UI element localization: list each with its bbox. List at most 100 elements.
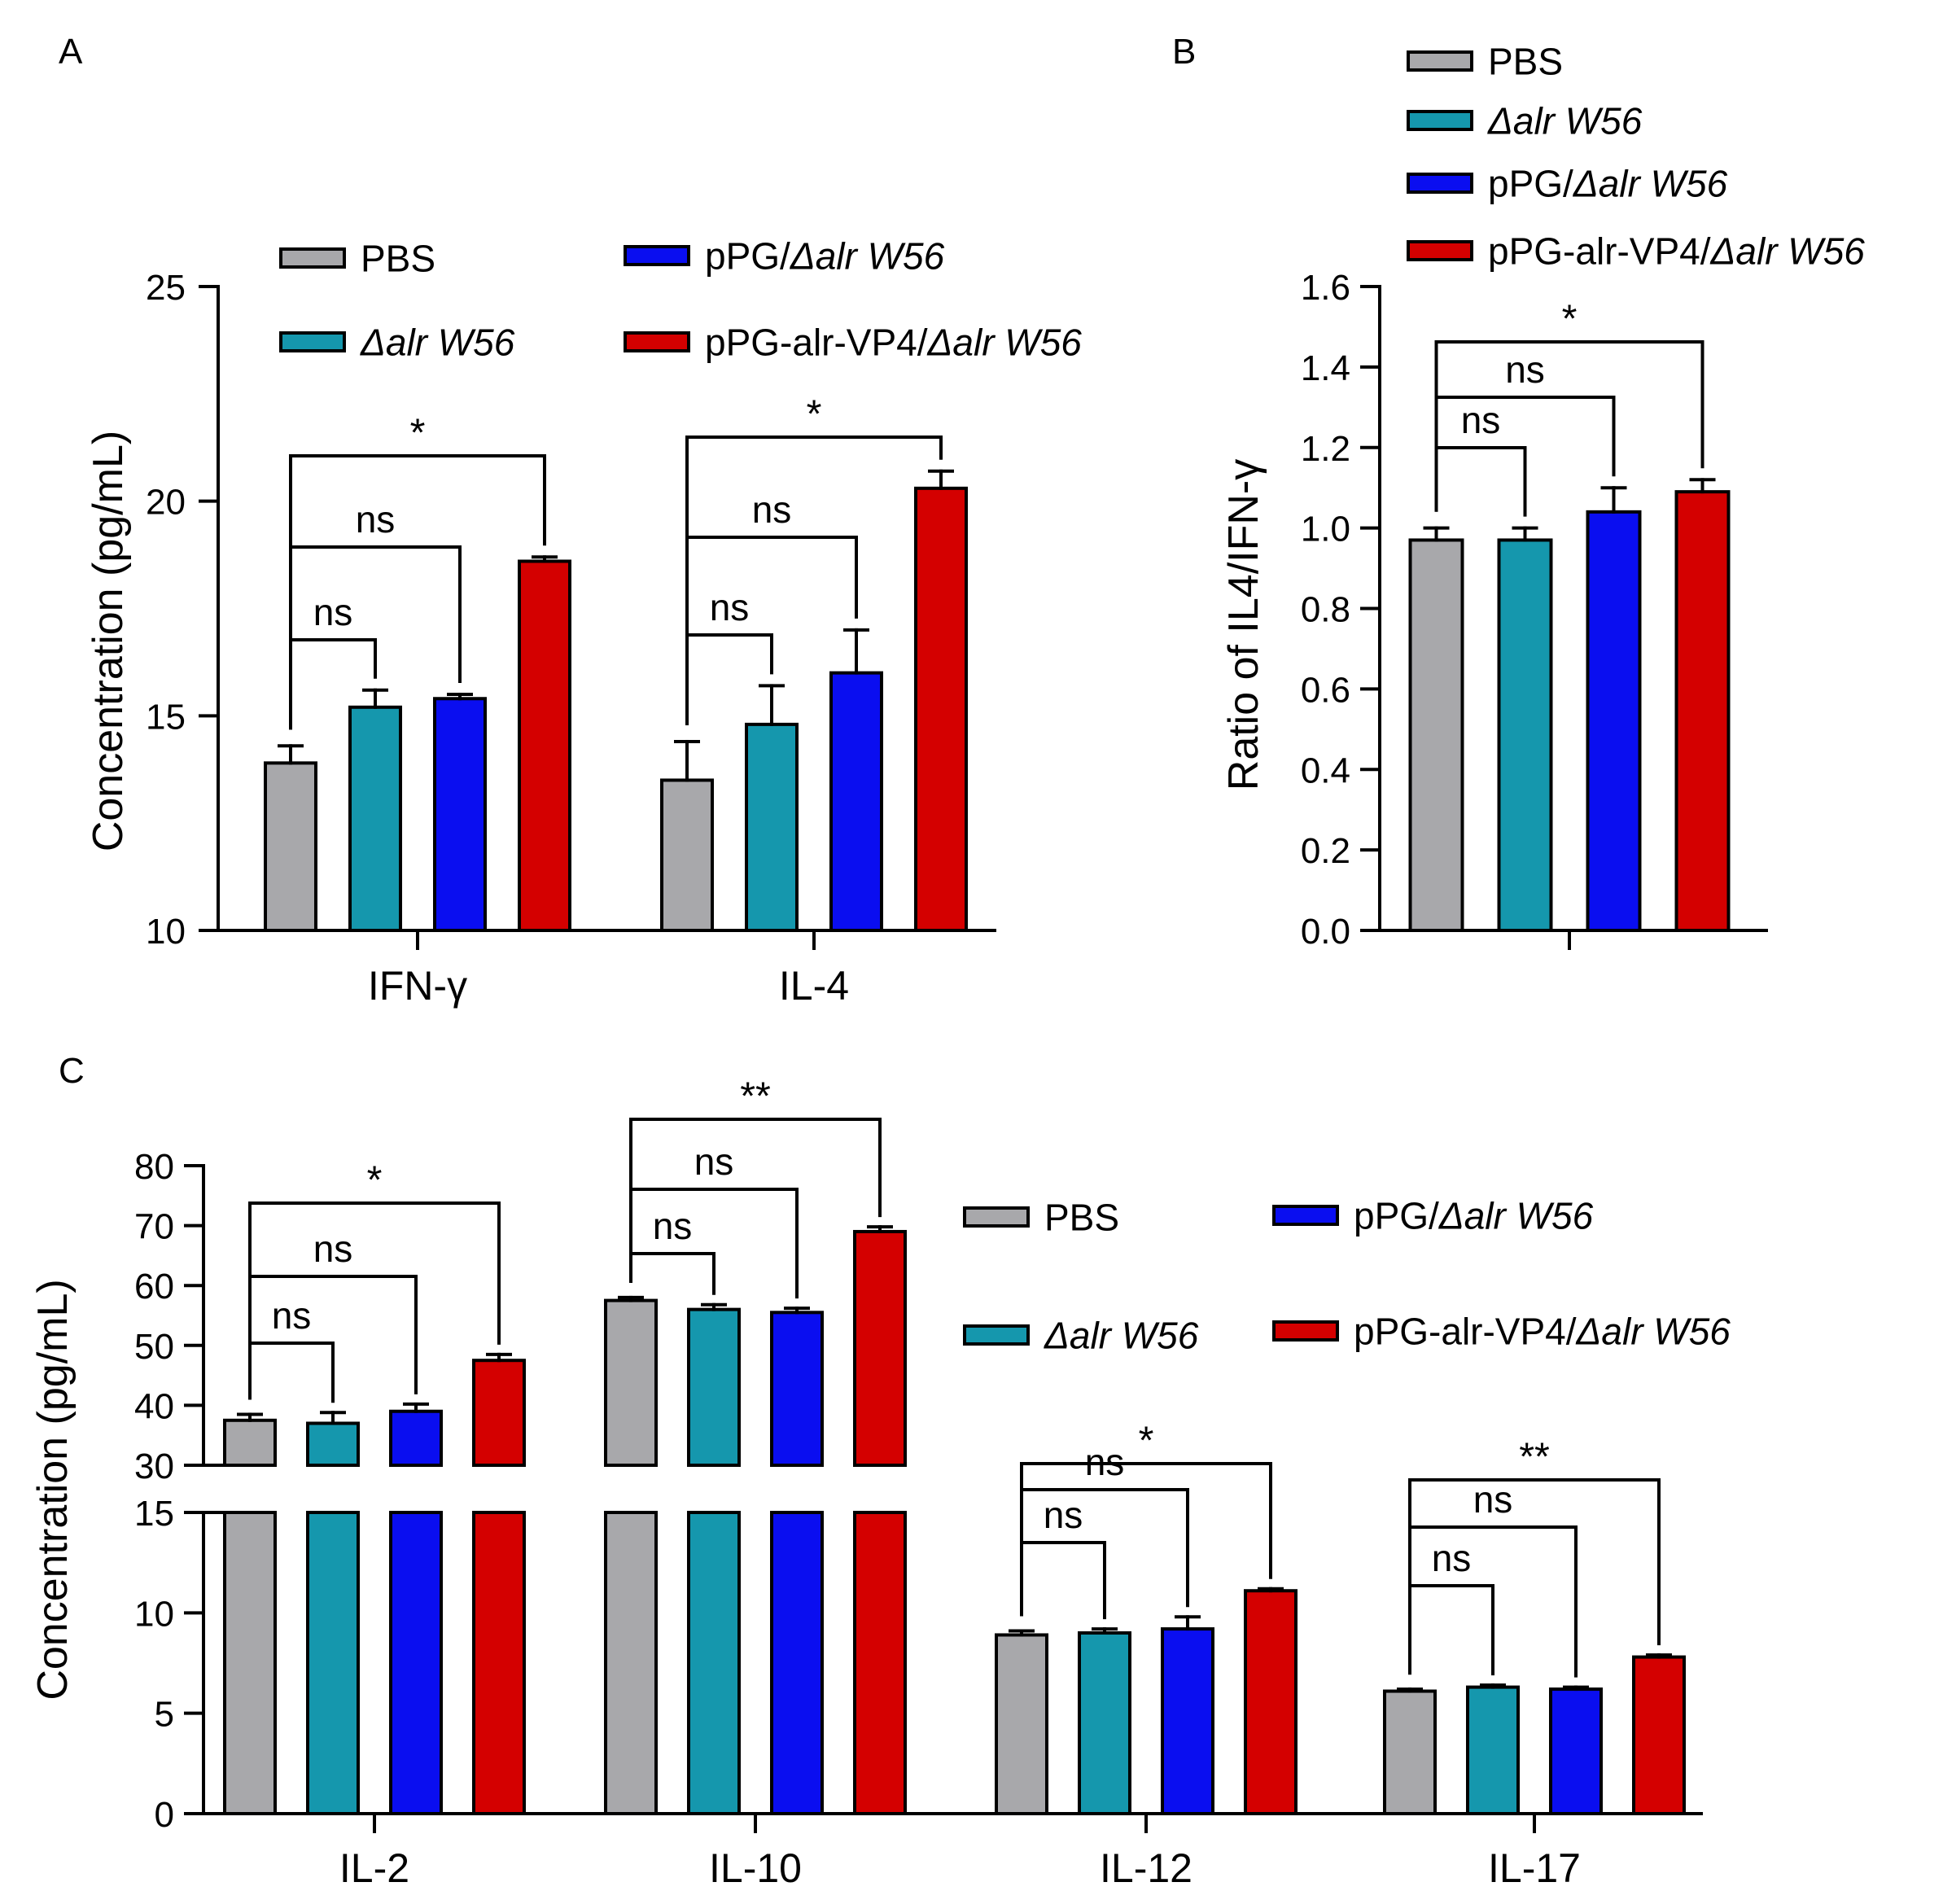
legend-label-italic: Δalr W56 [790,235,945,278]
legend-label-plain: pPG/ [1354,1195,1439,1237]
sig-bracket-line [289,454,546,730]
bar-break-gap [305,1467,361,1511]
y-tick-label: 15 [146,697,186,737]
bar-upper [472,1359,526,1467]
bar-lower [223,1511,277,1815]
y-axis-label: Concentration (pg/mL) [29,1279,77,1700]
y-tick-label: 0.0 [1301,912,1350,952]
legend-label-plain: PBS [361,238,435,280]
y-axis-label: Concentration (pg/mL) [85,431,132,851]
sig-bracket-line [1434,446,1527,517]
y-tick-label: 80 [134,1147,174,1187]
y-tick-label: 50 [134,1327,174,1367]
panel-b: B 0.0 0.2 0.4 0.6 0.8 1.0 1.2 1.4 1.6 Ratio of IL4… [1172,32,1865,952]
sig-bracket-label: ns [694,1140,734,1183]
bar-upper [389,1409,443,1468]
sig-bracket-line [629,1118,882,1283]
x-tick-label: IL-10 [709,1845,802,1891]
sig-bracket-label: ns [1473,1478,1513,1521]
bar-upper [306,1421,360,1467]
bar-lower [306,1511,360,1815]
bar [914,486,968,932]
legend-label-pPG: pPG/Δalr W56 [1488,163,1728,205]
sig-bracket-line [1020,1462,1272,1617]
x-tick-label: IFN-γ [368,963,467,1009]
bar-lower [853,1511,907,1815]
bar [1674,490,1731,932]
y-tick-label: 60 [134,1267,174,1307]
legend-label-italic: Δalr W56 [1710,230,1866,273]
legend-swatch-PBS [963,1206,1030,1228]
legend-label-VP4: pPG-alr-VP4/Δalr W56 [1488,230,1865,273]
legend-label-VP4: pPG-alr-VP4/Δalr W56 [705,322,1082,364]
x-tick-label: IL-12 [1100,1845,1192,1891]
sig-bracket-line [248,1201,501,1400]
bar-lower [472,1511,526,1815]
y-tick-label: 40 [134,1386,174,1426]
y-tick-label: 1.4 [1301,348,1350,388]
legend-label-pPG: pPG/Δalr W56 [1354,1195,1594,1237]
bar [1466,1685,1520,1816]
x-tick-label: IL-2 [339,1845,409,1891]
bar-lower [604,1511,658,1815]
sig-bracket-line [1408,1478,1661,1675]
sig-bracket-label: ns [1461,399,1501,441]
bar-break-gap [603,1467,659,1511]
y-tick-label: 10 [146,912,186,952]
legend-label-PBS: PBS [361,238,435,280]
legend-label-PBS: PBS [1044,1197,1119,1239]
legend-swatch-dalr [1407,110,1473,131]
sig-bracket-line [1020,1541,1106,1620]
legend-swatch-VP4 [1407,240,1473,261]
sig-bracket-label: ns [313,1228,353,1270]
sig-bracket-line [248,1342,335,1403]
legend-label-italic: Δalr W56 [1487,100,1643,142]
panel-letter-a: A [59,32,83,72]
sig-bracket-label: ns [1505,348,1545,391]
bar-lower [687,1511,741,1815]
x-tick-label: IL-17 [1488,1845,1581,1891]
bar [1497,538,1553,932]
bar-break-gap [769,1467,825,1511]
y-tick-label: 0.6 [1301,670,1350,710]
y-tick-label: 1.0 [1301,510,1350,549]
y-axis-label: Ratio of IL4/IFN-γ [1220,459,1267,790]
bar-lower [389,1511,443,1815]
legend-label-PBS: PBS [1488,41,1563,83]
legend-swatch-PBS [1407,50,1473,72]
y-tick-label: 5 [155,1695,174,1735]
y-tick-label: 10 [134,1594,174,1634]
bar-upper [770,1311,824,1467]
legend-swatch-dalr [279,331,346,352]
bar-break-gap [852,1467,908,1511]
bar-break-gap [471,1467,527,1511]
y-tick-label: 1.6 [1301,268,1350,308]
legend-swatch-PBS [279,247,346,269]
sig-bracket-label: ns [313,591,353,633]
legend-label-italic: Δalr W56 [1576,1311,1731,1353]
sig-bracket-label: ns [356,498,396,541]
legend-label-plain: pPG-alr-VP4/ [1488,230,1711,273]
y-tick-label: 1.2 [1301,429,1350,469]
bar [1549,1687,1603,1815]
bar [1586,510,1642,932]
bar [1383,1689,1437,1816]
bar-upper [687,1307,741,1468]
sig-bracket-line [1434,340,1705,512]
bar [995,1633,1048,1816]
bar [745,722,799,932]
bar-break-gap [222,1467,278,1511]
panel-c: C 30 40 50 60 70 80 0 5 10 15 Concentration (pg/mL)… [29,1051,1731,1891]
bar-upper [604,1298,658,1467]
bar [1632,1655,1686,1815]
bar-break-gap [686,1467,742,1511]
legend-label-italic: Δalr W56 [1044,1315,1199,1357]
y-tick-label: 0.8 [1301,590,1350,630]
legend-label-plain: pPG-alr-VP4/ [705,322,928,364]
y-tick-label: 25 [146,268,186,308]
sig-bracket-label: ** [740,1075,771,1118]
panel-letter-c: C [59,1051,85,1091]
y-tick-label: 30 [134,1447,174,1486]
